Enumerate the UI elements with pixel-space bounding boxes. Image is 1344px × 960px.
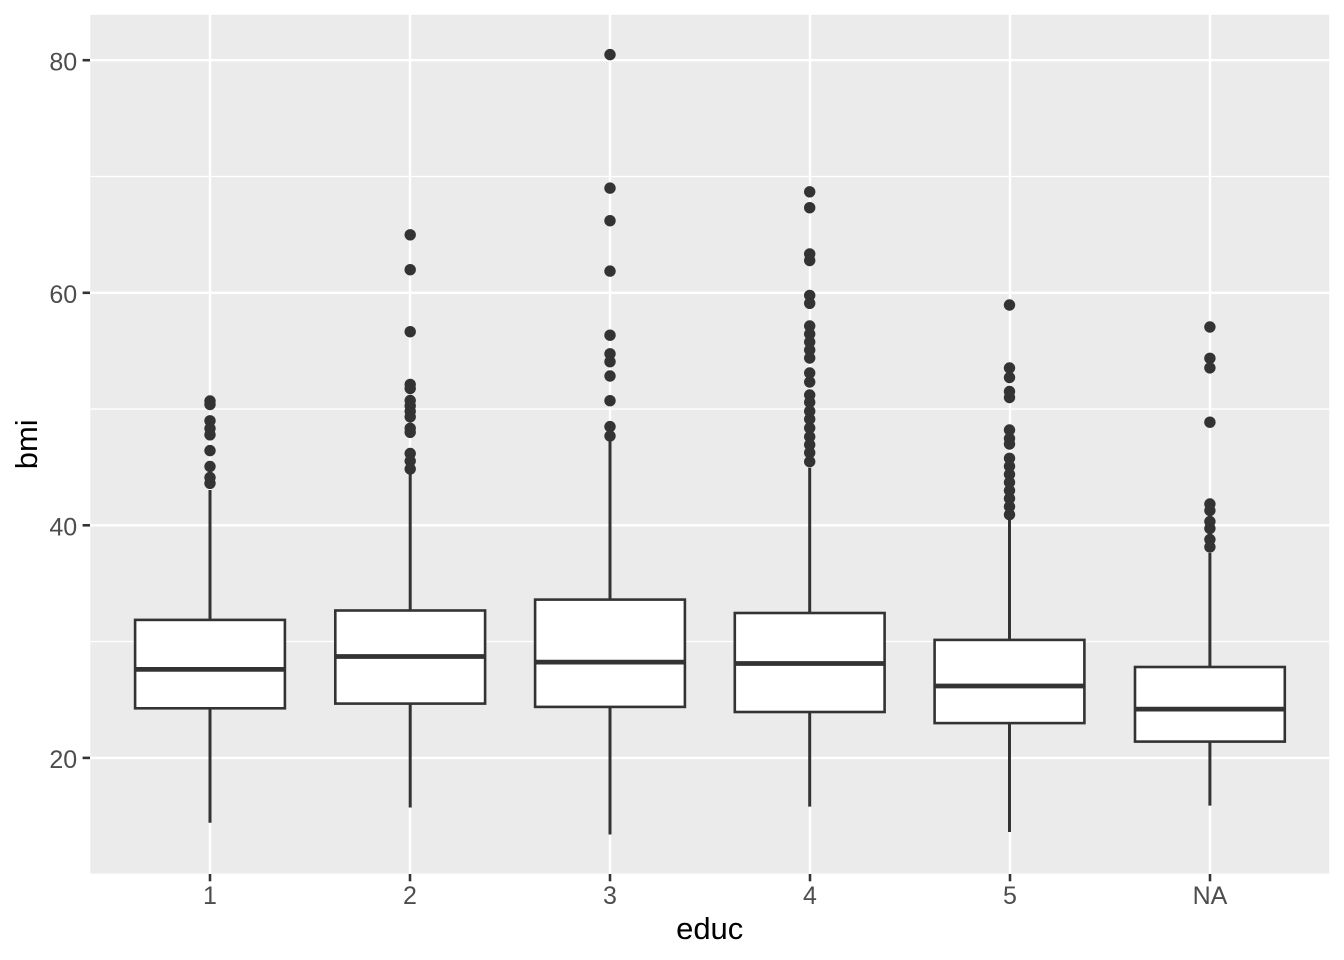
- svg-text:40: 40: [49, 514, 77, 542]
- svg-text:3: 3: [603, 882, 617, 910]
- svg-text:4: 4: [803, 882, 817, 910]
- svg-text:1: 1: [203, 882, 217, 910]
- svg-text:NA: NA: [1193, 882, 1228, 910]
- svg-text:bmi: bmi: [9, 419, 44, 469]
- svg-text:2: 2: [403, 882, 417, 910]
- svg-text:80: 80: [49, 48, 77, 76]
- svg-text:60: 60: [49, 281, 77, 309]
- svg-text:20: 20: [49, 746, 77, 774]
- svg-text:5: 5: [1003, 882, 1017, 910]
- svg-text:educ: educ: [676, 911, 743, 946]
